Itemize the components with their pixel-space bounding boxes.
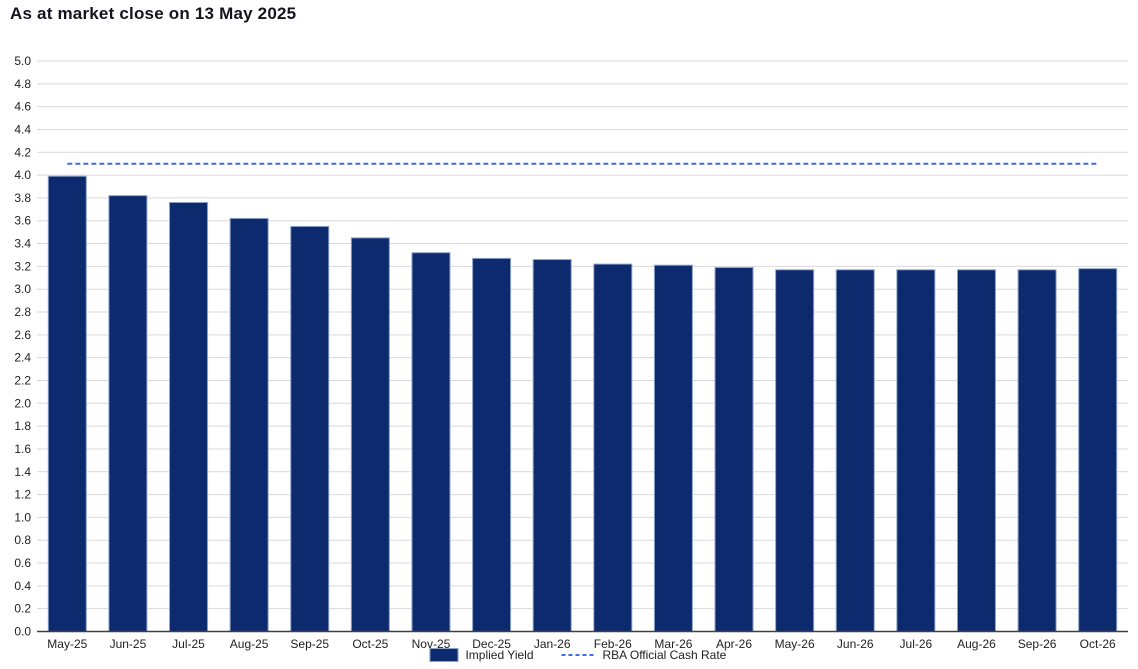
y-axis-tick-label: 3.4	[14, 237, 31, 251]
x-axis-label: Jul-25	[172, 637, 205, 651]
dashed-line-icon	[561, 654, 596, 656]
x-axis-label: Jan-26	[534, 637, 571, 651]
y-axis-tick-label: 2.6	[14, 328, 31, 342]
bar-Nov-25	[411, 252, 451, 633]
x-axis-label: Feb-26	[594, 637, 632, 651]
bar-Jan-26	[532, 259, 572, 632]
bar-Feb-26	[593, 263, 633, 632]
bar-Jul-26	[896, 269, 936, 632]
legend-label-implied-yield: Implied Yield	[465, 648, 534, 662]
y-axis-tick-label: 1.0	[14, 510, 31, 524]
y-axis-tick-label: 1.6	[14, 442, 31, 456]
x-axis-label: May-25	[47, 637, 87, 651]
bar-Jun-26	[835, 269, 875, 632]
x-axis-label: Nov-25	[412, 637, 451, 651]
y-axis-tick-label: 1.8	[14, 419, 31, 433]
x-axis-label: Dec-25	[472, 637, 511, 651]
y-axis-tick-label: 0.8	[14, 533, 31, 547]
y-axis-tick-label: 4.6	[14, 100, 31, 114]
bar-Jul-25	[169, 201, 209, 632]
legend-item-cash-rate: RBA Official Cash Rate	[561, 648, 727, 662]
x-axis-label: Aug-26	[957, 637, 996, 651]
bar-May-26	[775, 269, 815, 632]
chart-title: As at market close on 13 May 2025	[10, 4, 297, 23]
x-axis-label: Sep-26	[1018, 637, 1057, 651]
bar-Mar-26	[653, 264, 693, 632]
bar-Dec-25	[472, 257, 512, 632]
y-axis-tick-label: 1.2	[14, 488, 31, 502]
chart-legend: Implied Yield RBA Official Cash Rate	[429, 648, 726, 662]
x-axis-label: Apr-26	[716, 637, 752, 651]
y-axis-tick-label: 4.8	[14, 77, 31, 91]
x-axis-label: Sep-25	[290, 637, 329, 651]
bar-Sep-26	[1017, 269, 1057, 632]
y-axis-tick-label: 5.0	[14, 54, 31, 68]
y-axis-tick-label: 2.0	[14, 396, 31, 410]
y-axis-tick-label: 4.0	[14, 168, 31, 182]
bar-Jun-25	[108, 195, 148, 632]
bar-Oct-26	[1078, 268, 1118, 632]
y-axis-tick-label: 0.2	[14, 602, 31, 616]
legend-label-cash-rate: RBA Official Cash Rate	[602, 648, 727, 662]
y-axis-tick-label: 0.6	[14, 556, 31, 570]
y-axis-tick-label: 1.4	[14, 465, 31, 479]
bar-May-25	[47, 175, 87, 632]
x-axis-label: Jun-26	[837, 637, 874, 651]
y-axis-tick-label: 0.0	[14, 625, 31, 639]
legend-item-implied-yield: Implied Yield	[429, 648, 534, 662]
y-axis-tick-label: 2.4	[14, 351, 31, 365]
x-axis-label: May-26	[775, 637, 815, 651]
y-axis-tick-label: 0.4	[14, 579, 31, 593]
y-axis-tick-label: 2.8	[14, 305, 31, 319]
y-axis-tick-label: 3.0	[14, 282, 31, 296]
x-axis-label: Mar-26	[654, 637, 692, 651]
bar-Oct-25	[350, 237, 390, 632]
x-axis-label: Oct-26	[1080, 637, 1116, 651]
x-axis-label: Jul-26	[900, 637, 933, 651]
y-axis-tick-label: 3.6	[14, 214, 31, 228]
y-axis-tick-label: 2.2	[14, 373, 31, 387]
y-axis-tick-label: 4.2	[14, 145, 31, 159]
y-axis-tick-label: 4.4	[14, 122, 31, 136]
x-axis-label: Jun-25	[110, 637, 147, 651]
bar-Aug-26	[956, 269, 996, 632]
x-axis-label: Oct-25	[352, 637, 388, 651]
y-axis-tick-label: 3.2	[14, 259, 31, 273]
bar-Sep-25	[290, 225, 330, 632]
bar-swatch-icon	[429, 648, 459, 662]
bar-Aug-25	[229, 217, 269, 632]
x-axis-label: Aug-25	[230, 637, 269, 651]
bar-Apr-26	[714, 267, 754, 632]
y-axis-tick-label: 3.8	[14, 191, 31, 205]
